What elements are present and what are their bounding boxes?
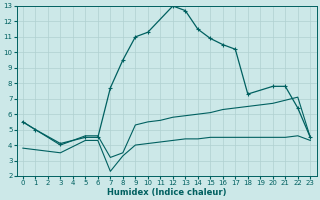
X-axis label: Humidex (Indice chaleur): Humidex (Indice chaleur)	[107, 188, 226, 197]
